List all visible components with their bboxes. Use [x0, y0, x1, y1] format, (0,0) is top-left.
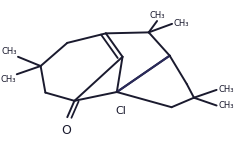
Text: CH₃: CH₃: [149, 11, 164, 20]
Text: Cl: Cl: [114, 106, 125, 115]
Text: CH₃: CH₃: [1, 47, 17, 56]
Text: CH₃: CH₃: [173, 19, 189, 28]
Text: CH₃: CH₃: [218, 85, 233, 94]
Text: CH₃: CH₃: [0, 75, 16, 84]
Text: CH₃: CH₃: [218, 101, 233, 110]
Text: O: O: [61, 124, 71, 137]
